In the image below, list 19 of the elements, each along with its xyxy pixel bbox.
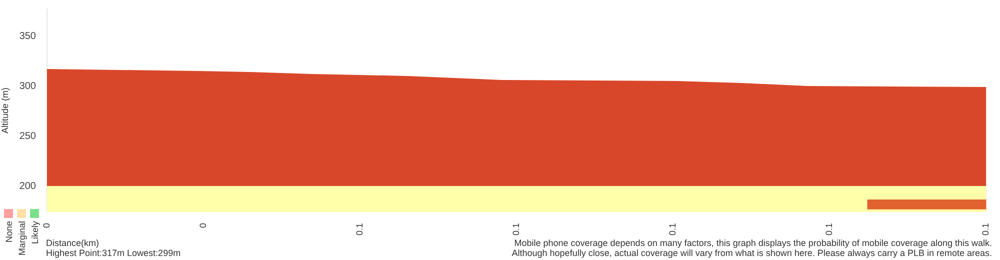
x-axis-title: Distance(km) (46, 238, 100, 248)
text: Mobile phone coverage depends on many factors, this graph displays the probability of mobile coverage along this walk. (514, 238, 992, 248)
y-tick-label: 350 (19, 30, 36, 42)
x-tick-label: 0.1 (354, 223, 365, 236)
x-tick-label: 0 (41, 223, 52, 228)
legend-label: None (4, 221, 14, 243)
text: Although hopefully close, actual coverage will vary from what is shown here. Please always carry a PLB in remote areas. (512, 248, 992, 258)
y-axis-title: Altitude (m) (0, 87, 10, 134)
x-tick-label: 0.1 (824, 223, 834, 236)
x-tick-label: 0.1 (980, 223, 991, 236)
x-tick-label: 0.1 (511, 223, 522, 236)
y-tick-label: 200 (19, 180, 36, 192)
x-tick-label: 0 (198, 223, 208, 228)
y-tick-label: 300 (19, 80, 36, 92)
legend-label: Marginal (17, 221, 27, 256)
y-tick-label: 250 (19, 130, 36, 142)
x-tick-label: 0.1 (668, 223, 678, 236)
text: Highest Point:317m Lowest:299m (46, 248, 181, 258)
legend-label: Likely (30, 221, 40, 244)
